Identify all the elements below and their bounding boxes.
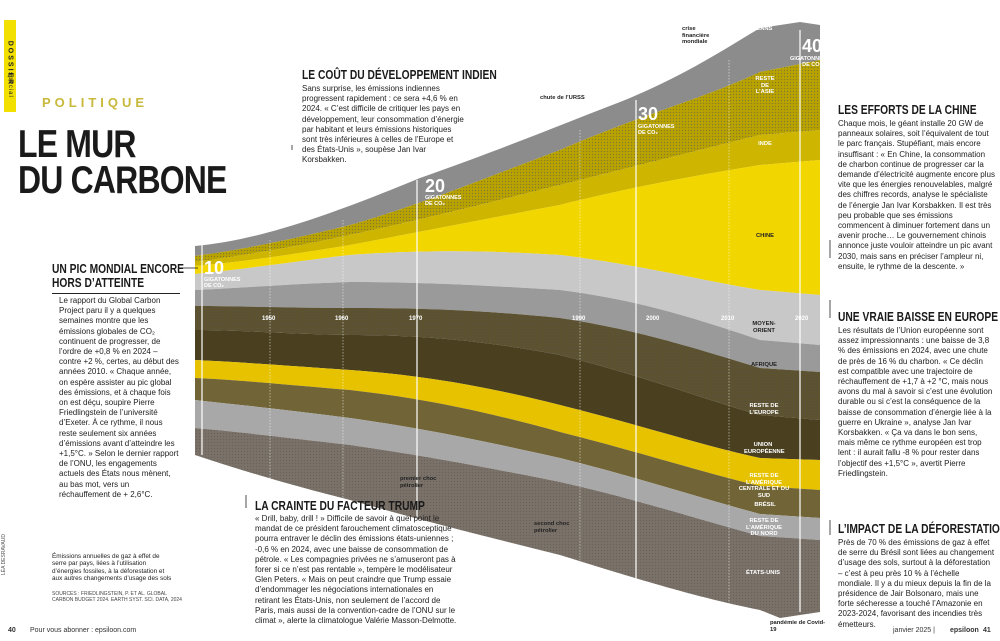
series-label-bresil: BRÉSIL	[754, 502, 776, 508]
europe-title: UNE VRAIE BAISSE EN EUROPE ?	[838, 310, 1000, 324]
pic-title-1: UN PIC MONDIAL ENCORE	[52, 262, 184, 276]
footer-left-page: 40	[8, 627, 16, 634]
tick-2000: 2000	[646, 316, 660, 322]
band-etats-unis-dots	[195, 428, 820, 618]
tick-1970: 1970	[409, 316, 423, 322]
tick-1950: 1950	[262, 316, 276, 322]
deforestation-title: L’IMPACT DE LA DÉFORESTATION	[838, 522, 1000, 536]
rubric-label: POLITIQUE	[42, 95, 149, 110]
band-reste-amerique-nord	[195, 400, 820, 540]
pic-title-rule	[52, 293, 180, 294]
chart-caption: Émissions annuelles de gaz à effet de se…	[52, 553, 172, 582]
band-oceans	[195, 22, 820, 256]
band-bresil	[195, 378, 820, 518]
pic-body: Le rapport du Global Carbon Project paru…	[59, 296, 179, 499]
series-label-oceans: OCÉANS	[747, 26, 773, 32]
footer-brand: epsiloon	[950, 627, 979, 634]
series-label-inde: INDE	[758, 141, 772, 147]
band-inde	[195, 130, 820, 266]
tick-2020: 2020	[795, 316, 809, 322]
page-title-line1: LE MUR	[18, 123, 136, 166]
series-label-etats-unis: ÉTATS-UNIS	[746, 570, 780, 576]
marker-20-unit: GIGATONNES DE CO₂	[425, 195, 462, 207]
band-amerique-centrale-sud	[195, 360, 820, 490]
chart-sources: SOURCES : FRIEDLINGSTEIN, P. ET AL. GLOB…	[52, 591, 182, 604]
marker-30-unit: GIGATONNES DE CO₂	[638, 124, 675, 136]
band-reste-europe-dots	[195, 306, 820, 420]
inde-title: LE COÛT DU DÉVELOPPEMENT INDIEN	[302, 68, 497, 82]
series-label-reste-asie: RESTE DE L’ASIE	[755, 76, 775, 95]
special-tag: spécial	[5, 60, 15, 110]
chine-title: LES EFFORTS DE LA CHINE	[838, 103, 977, 117]
tick-1960: 1960	[335, 316, 349, 322]
tick-2010: 2010	[721, 316, 735, 322]
deforestation-body: Près de 70 % des émissions de gaz à effe…	[838, 538, 995, 629]
series-label-reste-amerique-nord: RESTE DE L’AMÉRIQUE DU NORD	[745, 518, 783, 537]
series-label-reste-europe: RESTE DE L’EUROPE	[749, 403, 779, 416]
band-moyen-orient	[195, 251, 820, 345]
inde-body: Sans surprise, les émissions indiennes p…	[302, 84, 464, 165]
special-tag-text: spécial	[7, 72, 13, 98]
annotation-premier-choc: premier choc pétrolier	[400, 476, 437, 489]
tick-1990: 1990	[572, 316, 586, 322]
series-label-ue: UNION EUROPÉENNE	[744, 442, 785, 455]
band-reste-asie-dots	[195, 60, 820, 262]
marker-20-value: 20	[425, 176, 446, 196]
annotation-chute-urss: chute de l’URSS	[540, 95, 585, 101]
footer-right-page: 41	[983, 627, 991, 634]
marker-10-unit: GIGATONNES DE CO₂	[204, 277, 241, 289]
series-label-amerique-centrale-sud: RESTE DE L’AMÉRIQUE CENTRALE ET DU SUD	[738, 473, 790, 499]
marker-10-value: 10	[204, 258, 225, 278]
series-label-chine: CHINE	[755, 233, 775, 239]
europe-body: Les résultats de l’Union européenne sont…	[838, 326, 993, 478]
band-afrique	[195, 282, 820, 372]
marker-40-unit: GIGATONNES DE CO₂	[790, 56, 827, 68]
series-label-afrique: AFRIQUE	[750, 362, 778, 368]
trump-title: LA CRAINTE DU FACTEUR TRUMP	[255, 499, 425, 513]
footer-left-text[interactable]: Pour vous abonner : epsiloon.com	[30, 627, 137, 634]
band-chine	[195, 160, 820, 295]
series-label-moyen-orient: MOYEN-ORIENT	[752, 321, 776, 334]
marker-40-value: 40	[802, 36, 823, 56]
marker-30-value: 30	[638, 104, 659, 124]
annotation-crise-financiere: crise financière mondiale	[682, 26, 710, 46]
page-title-line2: DU CARBONE	[18, 159, 227, 202]
annotation-second-choc: second choc pétrolier	[534, 521, 570, 534]
illustrator-credit: LÉA DESRAVAUD	[1, 534, 7, 575]
dossier-tag: DOSSIER	[4, 20, 16, 112]
trump-body: « Drill, baby, drill ! » Difficile de sa…	[255, 514, 457, 626]
footer-right-text: janvier 2025 |	[893, 627, 935, 634]
annotation-covid: pandémie de Covid-19	[770, 620, 826, 633]
pic-title-2: HORS D’ATTEINTE	[52, 276, 145, 290]
chine-body: Chaque mois, le géant installe 20 GW de …	[838, 119, 995, 271]
band-union-europeenne	[195, 330, 820, 460]
